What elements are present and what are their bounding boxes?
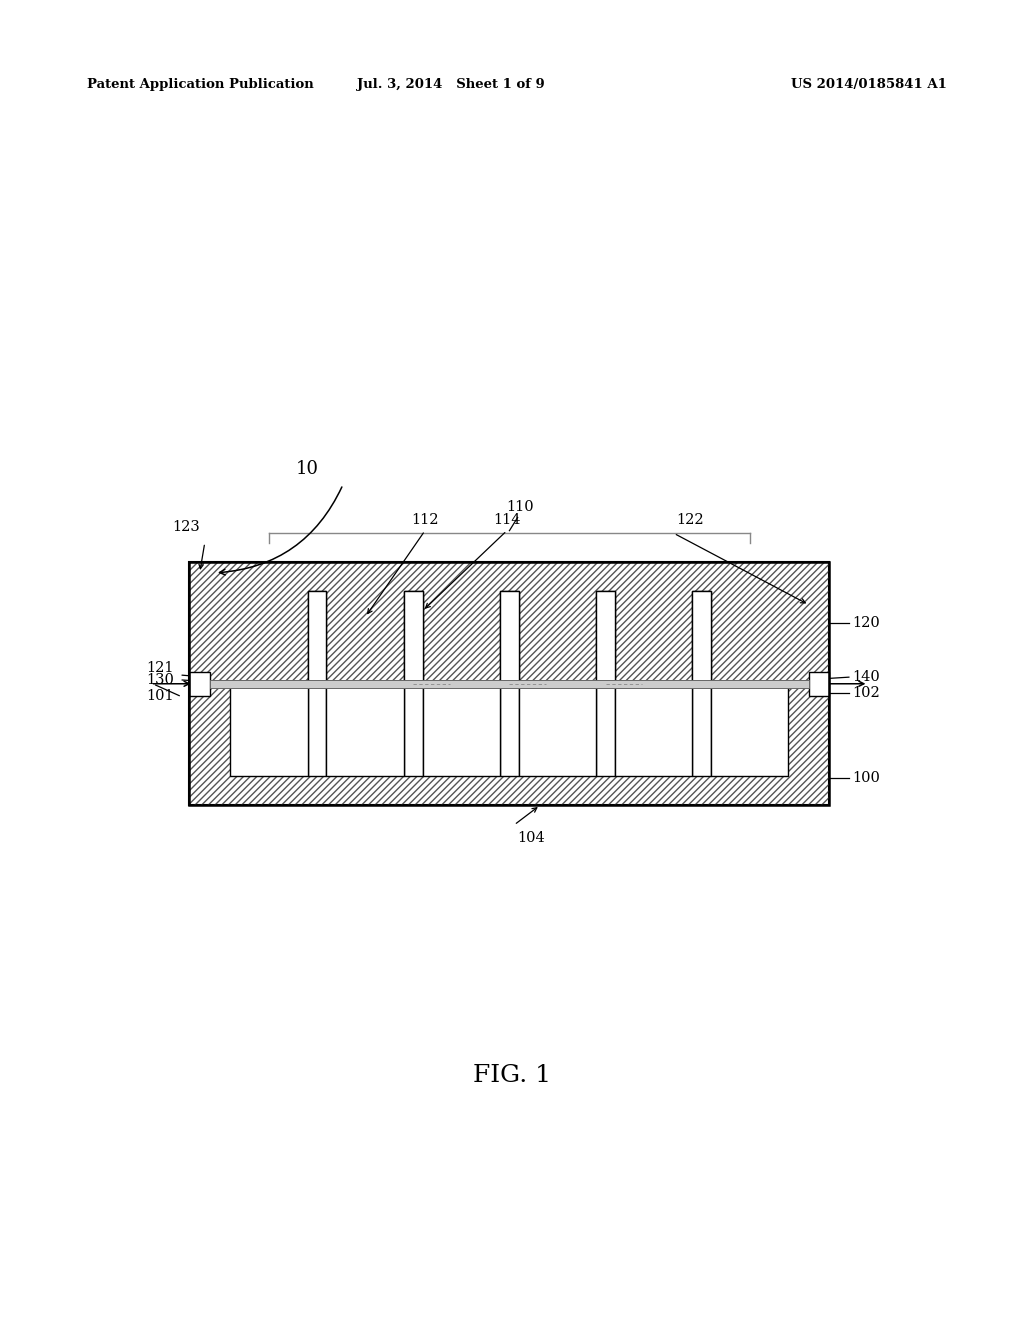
Bar	[596, 684, 614, 776]
Bar	[189, 562, 829, 805]
Text: Patent Application Publication: Patent Application Publication	[87, 78, 313, 91]
Text: 104: 104	[517, 832, 545, 845]
Text: 120: 120	[852, 616, 880, 630]
Bar	[308, 591, 327, 684]
Bar	[519, 684, 596, 776]
Bar	[423, 684, 501, 776]
Text: 110: 110	[506, 500, 534, 513]
Text: 10: 10	[296, 459, 318, 478]
Bar	[189, 562, 829, 684]
Bar	[596, 591, 614, 684]
Bar	[596, 591, 614, 684]
Bar	[692, 591, 711, 684]
Bar	[189, 672, 210, 696]
Bar	[500, 591, 518, 684]
Bar	[711, 684, 788, 776]
Text: 123: 123	[172, 520, 200, 533]
Bar	[230, 684, 308, 776]
Bar	[500, 684, 518, 776]
Bar	[189, 562, 829, 684]
Text: 100: 100	[852, 771, 880, 785]
Text: Jul. 3, 2014   Sheet 1 of 9: Jul. 3, 2014 Sheet 1 of 9	[356, 78, 545, 91]
Bar	[404, 591, 423, 684]
Bar	[327, 684, 404, 776]
Text: FIG. 1: FIG. 1	[473, 1064, 551, 1088]
Bar	[189, 684, 829, 805]
Bar	[404, 684, 423, 776]
Bar	[189, 684, 829, 805]
Bar	[210, 680, 809, 688]
Text: 121: 121	[146, 661, 174, 676]
Bar	[500, 591, 518, 684]
Bar	[692, 684, 711, 776]
Text: US 2014/0185841 A1: US 2014/0185841 A1	[792, 78, 947, 91]
Text: 140: 140	[852, 671, 880, 684]
Text: 102: 102	[852, 686, 880, 701]
Text: 122: 122	[676, 513, 703, 527]
Bar	[614, 684, 692, 776]
Bar	[308, 591, 327, 684]
Text: 114: 114	[494, 513, 520, 527]
Bar	[308, 684, 327, 776]
Text: 101: 101	[146, 689, 174, 702]
Bar	[809, 672, 829, 696]
Bar	[692, 591, 711, 684]
Text: 112: 112	[412, 513, 438, 527]
Bar	[404, 591, 423, 684]
Text: 130: 130	[146, 673, 174, 686]
